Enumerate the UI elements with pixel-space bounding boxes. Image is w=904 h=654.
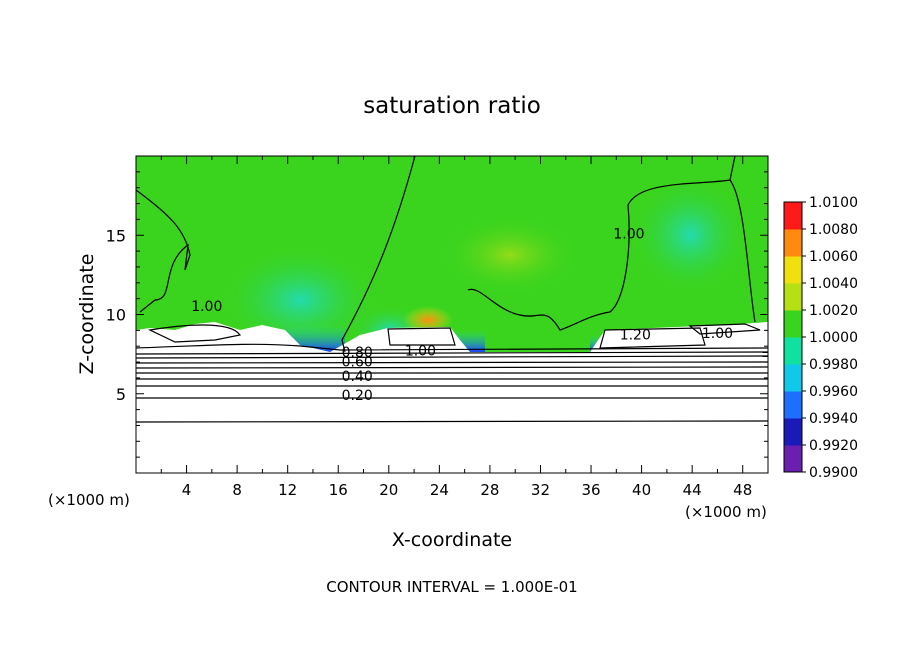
cyan-region-right [630, 175, 750, 295]
colorbar-segment [784, 418, 802, 446]
colorbar-tick-label: 0.9940 [809, 411, 858, 427]
x-axis-label: X-coordinate [392, 529, 512, 551]
contour-level-4 [136, 361, 768, 364]
y-tick-label: 5 [116, 385, 126, 404]
chart-title: saturation ratio [363, 93, 541, 119]
x-tick-label: 4 [182, 481, 192, 499]
contour-label: 1.00 [191, 299, 222, 315]
yellow-region [440, 215, 580, 295]
colorbar-tick-label: 0.9920 [809, 438, 858, 454]
contour-level-3 [136, 355, 768, 359]
y-tick-label: 15 [106, 226, 126, 245]
colorbar-segment [784, 229, 802, 257]
x-tick-label: 40 [632, 481, 651, 499]
x-axis: 4 8 12 16 20 24 28 32 36 40 44 48 [160, 156, 752, 499]
colorbar-tick-label: 0.9900 [809, 465, 858, 481]
contour-main-left [341, 156, 416, 353]
colorbar-segment [784, 364, 802, 392]
contour-top-right [729, 156, 736, 181]
colorbar-segment [784, 310, 802, 338]
contour-main-middle [467, 179, 756, 331]
colorbar-tick-label: 1.0100 [809, 195, 858, 211]
contour-level-1 [136, 343, 768, 351]
x-unit-label-left: (×1000 m) [48, 491, 130, 509]
colorbar-tick-label: 0.9960 [809, 384, 858, 400]
contour-level-2 [136, 351, 768, 355]
colorbar-segment [784, 202, 802, 230]
colorbar-segment [784, 445, 802, 473]
plot-field [136, 156, 768, 473]
x-tick-label: 32 [531, 481, 550, 499]
colorbar-segment [784, 391, 802, 419]
colorbar-tick-label: 1.0000 [809, 330, 858, 346]
colorbar-tick-label: 1.0060 [809, 249, 858, 265]
contour-label: 1.00 [702, 326, 733, 342]
contour-label: 0.40 [342, 369, 373, 385]
contour-island-4 [688, 323, 761, 335]
colorbar-tick-label: 1.0040 [809, 276, 858, 292]
x-tick-label: 48 [733, 481, 752, 499]
colorbar-segment [784, 256, 802, 284]
contour-label: 0.80 [342, 345, 373, 361]
x-tick-label: 12 [278, 481, 297, 499]
contour-label: 1.00 [405, 344, 436, 360]
x-tick-label: 8 [232, 481, 242, 499]
contour-level-5 [136, 366, 768, 369]
colorbar-segment [784, 283, 802, 311]
contour-label: 1.00 [613, 226, 644, 242]
x-tick-label: 16 [329, 481, 348, 499]
x-tick-label: 24 [430, 481, 449, 499]
x-tick-label: 20 [379, 481, 398, 499]
contour-label: 0.60 [342, 355, 373, 371]
contour-labels: 1.00 1.00 1.00 1.20 1.00 0.800.600.40 0.20 [191, 226, 733, 404]
x-tick-label: 36 [581, 481, 600, 499]
colorbar-tick-label: 1.0080 [809, 222, 858, 238]
contour-level-10 [136, 420, 768, 423]
y-axis-label: Z-coordinate [76, 254, 98, 375]
contour-top-left [136, 189, 191, 313]
colorbar: 0.9900 0.9920 0.9940 0.9960 0.9980 1.0000 1.00… [783, 195, 858, 481]
contour-label: 1.20 [620, 328, 651, 344]
y-axis: 5 10 15 [106, 171, 768, 458]
orange-region [403, 306, 453, 334]
x-unit-label-right: (×1000 m) [685, 503, 767, 521]
contour-label: 0.20 [342, 388, 373, 404]
contour-island-2 [387, 327, 456, 346]
colorbar-segment [784, 337, 802, 365]
contour-island-3 [599, 327, 706, 349]
contour-interval-note: CONTOUR INTERVAL = 1.000E-01 [326, 578, 577, 596]
y-tick-label: 10 [106, 306, 126, 325]
x-tick-label: 44 [683, 481, 702, 499]
contour-island-1 [148, 324, 241, 343]
colorbar-tick-label: 0.9980 [809, 357, 858, 373]
contour-lines [136, 156, 768, 423]
x-tick-label: 28 [480, 481, 499, 499]
colorbar-tick-label: 1.0020 [809, 303, 858, 319]
